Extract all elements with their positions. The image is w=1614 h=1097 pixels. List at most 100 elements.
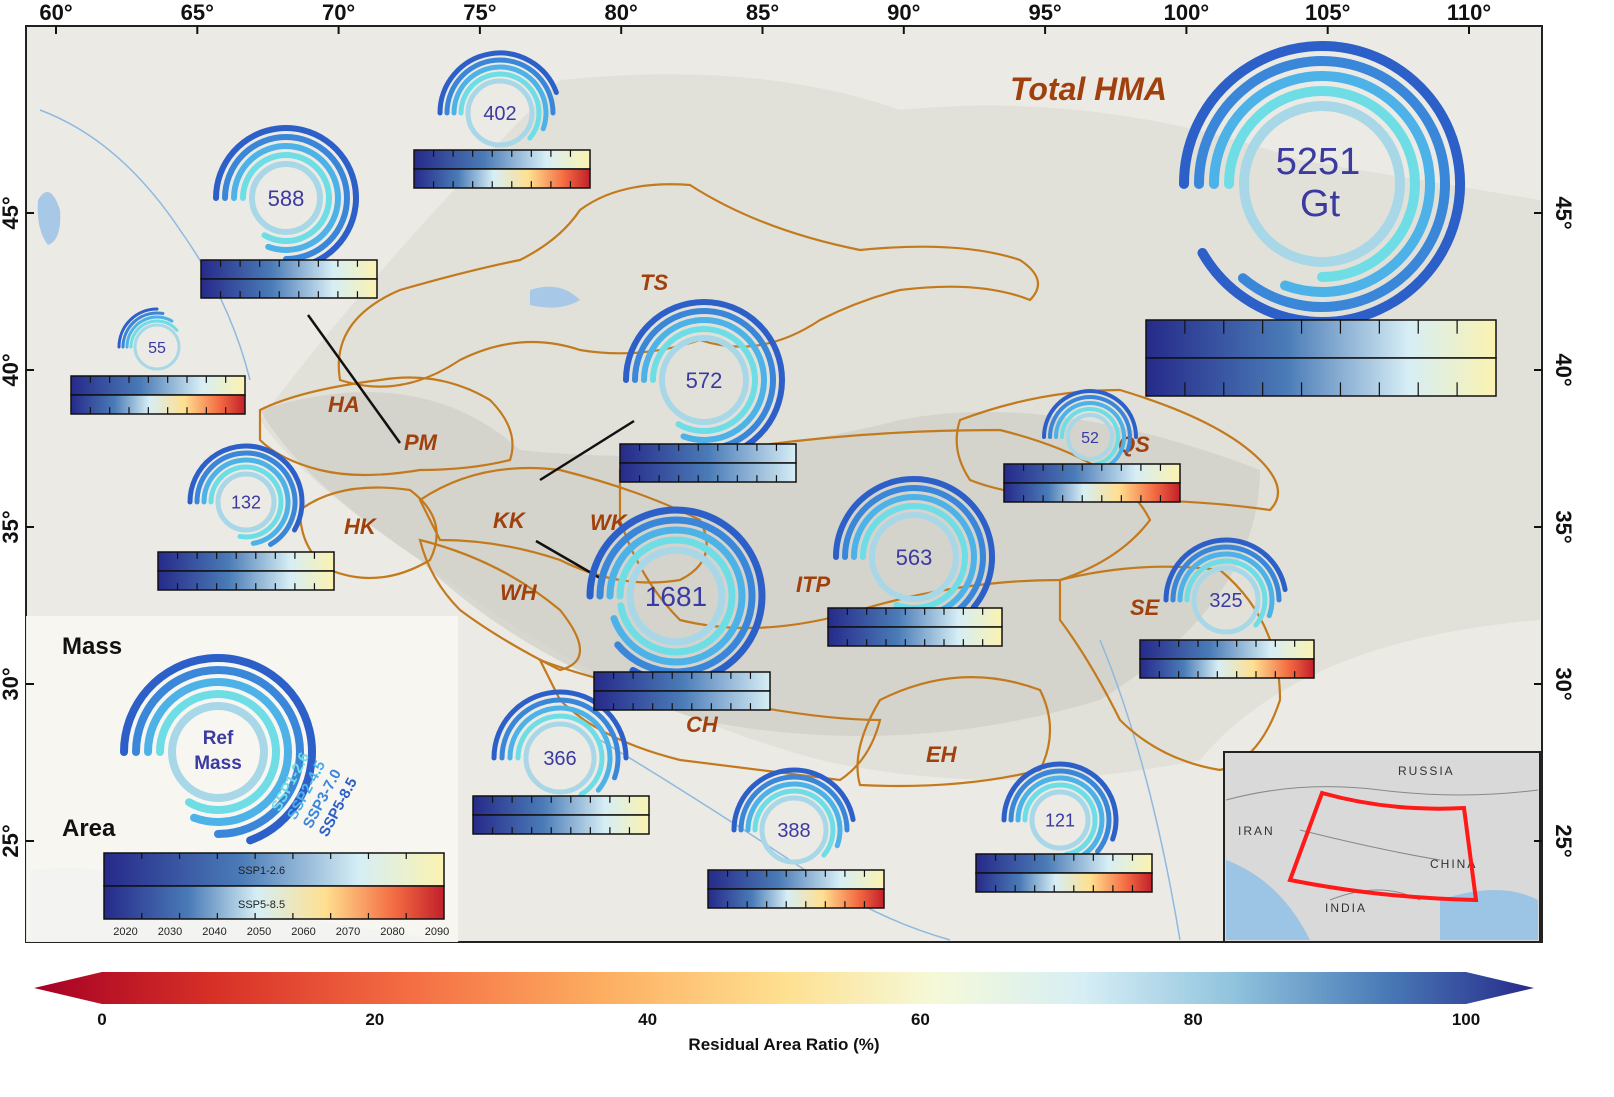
ssp-ring-2	[144, 678, 292, 826]
connector-line	[539, 419, 635, 482]
area-bar-ssp5	[827, 626, 1003, 647]
ssp-ring-1	[1022, 782, 1098, 857]
area-bar-ssp1	[593, 671, 771, 692]
ref-mass-ring	[465, 78, 535, 148]
total-title: Total HMA	[1010, 71, 1167, 107]
ring-value: 572	[686, 368, 723, 393]
legend-mass-ring	[120, 654, 316, 845]
connector-line	[306, 314, 402, 444]
mass-ring-121: 121	[1001, 761, 1119, 859]
area-bar-ssp1	[619, 443, 797, 464]
colorbar-tick-label: 20	[365, 1010, 384, 1029]
ssp-ring-1	[515, 713, 605, 797]
top-axis-label: 105°	[1305, 0, 1351, 25]
ssp-ring-2	[125, 315, 174, 349]
mass-ring-52: 52	[1042, 389, 1138, 469]
left-axis-label: 40°	[0, 353, 23, 386]
area-bar	[413, 149, 591, 189]
area-bar-ssp5	[975, 872, 1153, 893]
area-bar	[827, 607, 1003, 647]
area-bar-ssp5	[157, 570, 335, 591]
region-boundary-itp	[618, 428, 1152, 630]
area-bar	[975, 853, 1153, 893]
ref-mass-ring	[1191, 565, 1261, 635]
legend-year-label: 2070	[336, 926, 360, 938]
right-axis-label: 40°	[1551, 353, 1576, 386]
ring-value: 366	[543, 748, 576, 770]
inset-label-russia: RUSSIA	[1398, 764, 1455, 778]
ring-value: 325	[1209, 590, 1242, 612]
ssp-ring-2	[606, 526, 746, 666]
legend-bar-bottom-label: SSP5-8.5	[238, 899, 285, 911]
region-label-ha: HA	[328, 392, 360, 417]
ssp-ring-2	[201, 457, 291, 546]
ssp-ring-3	[1194, 56, 1450, 312]
legend-bar-top-label: SSP1-2.6	[238, 865, 285, 877]
ssp-ring-3	[1008, 768, 1112, 854]
ssp-ring-3	[444, 57, 556, 116]
ring-value: 55	[148, 340, 166, 357]
ring-value: 388	[777, 820, 810, 842]
ssp-ring-4	[1001, 761, 1119, 842]
ssp-ring-3	[738, 774, 850, 833]
ref-mass-ring	[215, 471, 277, 533]
ssp-ring-1	[1184, 558, 1268, 628]
ssp-ring-3	[842, 485, 986, 625]
area-bar-ssp1	[1139, 639, 1315, 660]
colorbar-title: Residual Area Ratio (%)	[688, 1035, 879, 1054]
ssp-ring-2	[1177, 551, 1275, 619]
ref-mass-ring	[133, 323, 181, 371]
ring-value: 1681	[645, 581, 707, 612]
colorbar-tick-label: 100	[1452, 1010, 1480, 1029]
area-bar-ssp5	[200, 278, 378, 299]
top-axis-label: 95°	[1028, 0, 1061, 25]
area-bar-ssp1	[70, 375, 246, 396]
area-bar-ssp5	[472, 814, 650, 835]
region-label-wh: WH	[500, 580, 538, 605]
legend-years: 2020 2030 2040 2050 2060 2070 2080 2090	[113, 926, 449, 938]
inset-ocean	[1440, 890, 1538, 940]
ssp-ring-2	[507, 705, 613, 793]
area-bar	[200, 259, 378, 299]
ssp-ring-3	[499, 697, 621, 781]
ssp-ring-3	[194, 450, 298, 547]
mass-ring-366: 366	[491, 689, 629, 797]
legend-ref-line2: Mass	[194, 753, 242, 774]
area-bar-ssp5	[619, 462, 797, 483]
ring-value: 52	[1081, 430, 1099, 447]
ring-value: 563	[896, 545, 933, 570]
top-axis-label: 65°	[181, 0, 214, 25]
ref-mass-ring	[869, 512, 959, 602]
mass-ring-325: 325	[1163, 537, 1288, 635]
left-axis-label: 25°	[0, 824, 23, 857]
area-bar-ssp5	[1145, 357, 1497, 397]
area-bar-ssp1	[157, 551, 335, 572]
ssp-ring-1	[458, 71, 542, 141]
colorbar-tick-label: 0	[97, 1010, 106, 1029]
legend-bar-top	[103, 852, 445, 887]
ssp-ring-4	[187, 443, 305, 533]
right-axis-label: 30°	[1551, 667, 1576, 700]
area-bar-ssp5	[70, 394, 246, 415]
connector-lines	[306, 314, 635, 580]
ref-mass-ring	[1239, 101, 1405, 267]
region-label-se: SE	[1130, 595, 1161, 620]
area-bar-ssp5	[593, 690, 771, 711]
area-bar	[1139, 639, 1315, 679]
area-bar-ssp5	[707, 888, 885, 909]
region-label-hk: HK	[344, 514, 378, 539]
ring-value: 588	[268, 186, 305, 211]
total-unit: Gt	[1300, 183, 1341, 225]
ssp-ring-3	[1048, 395, 1132, 453]
map-axes: 60° 65° 70° 75° 80° 85° 90° 95° 100° 105° 110° 45° 4…	[0, 0, 1576, 858]
area-bar-ssp5	[1139, 658, 1315, 679]
legend-year-label: 2030	[158, 926, 182, 938]
ssp-ring-2	[851, 494, 977, 620]
ssp-ring-1	[752, 788, 836, 858]
ssp-ring-4	[1042, 389, 1138, 439]
ssp-ring-4	[117, 307, 159, 349]
inset-label-iran: IRAN	[1238, 824, 1275, 838]
area-bar-ssp1	[1145, 319, 1497, 359]
region-label-kk: KK	[493, 508, 527, 533]
